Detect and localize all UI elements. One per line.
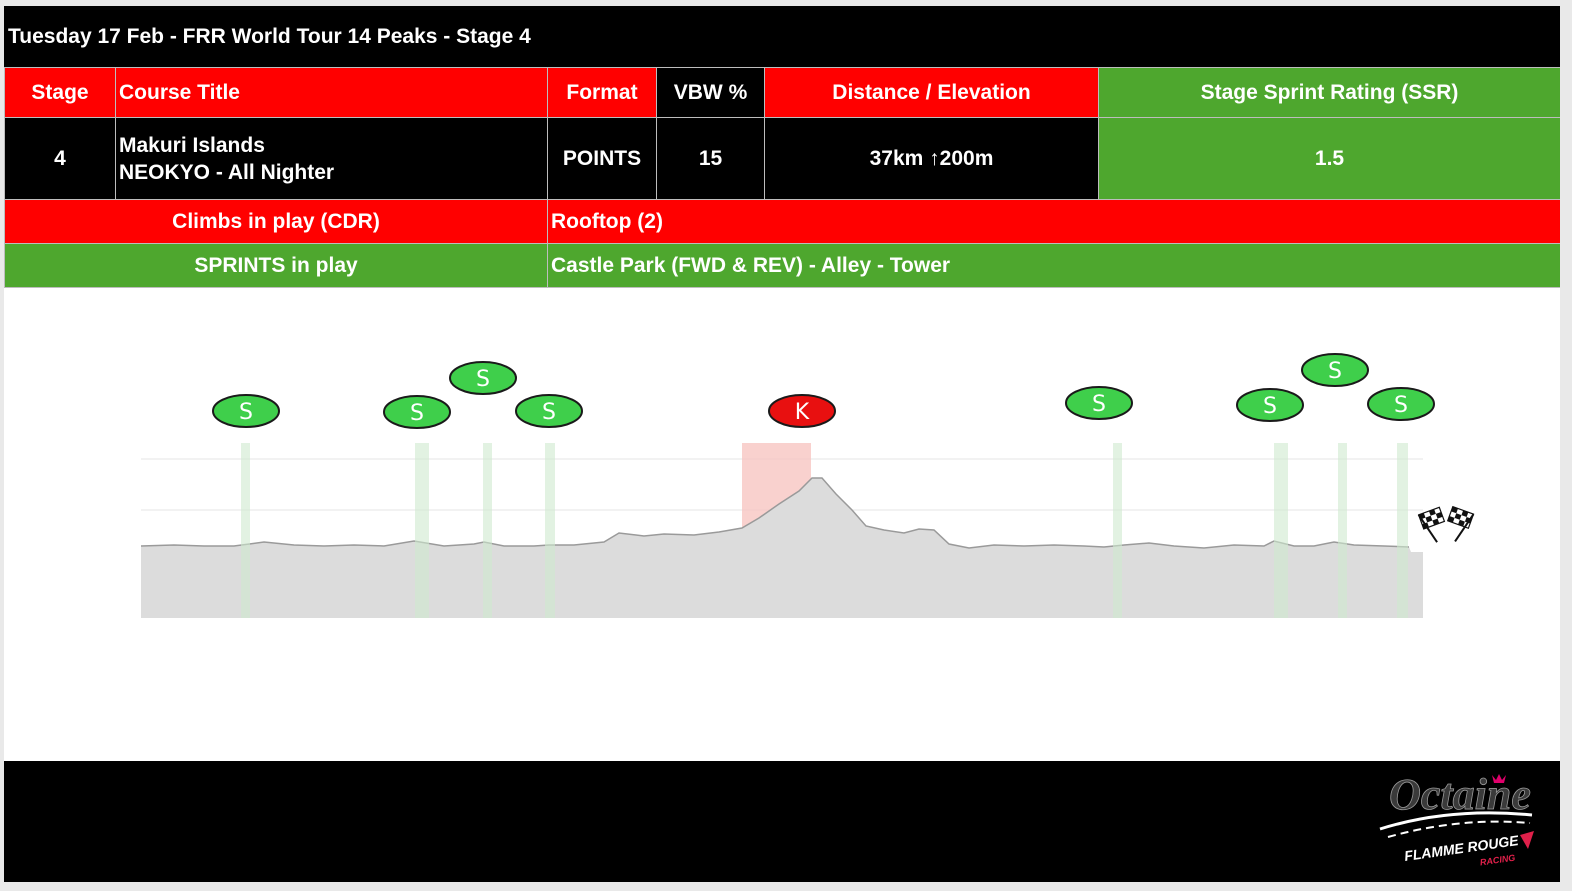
sprints-label: SPRINTS in play xyxy=(4,243,548,288)
road-stripe xyxy=(1387,820,1531,838)
logo-sub2: RACING xyxy=(1479,853,1516,868)
sprint-stripe xyxy=(415,443,429,618)
crown-icon xyxy=(1492,774,1506,783)
course-title: Makuri Islands NEOKYO - All Nighter xyxy=(115,117,548,200)
segment-markers: S S S S K S S S S xyxy=(212,353,1435,429)
marker-letter: S xyxy=(542,400,556,425)
sprint-marker: S xyxy=(449,361,517,395)
marker-letter: S xyxy=(410,401,424,426)
header-distance-elevation: Distance / Elevation xyxy=(764,67,1099,118)
vbw-value: 15 xyxy=(656,117,765,200)
road-stripe xyxy=(1379,811,1533,831)
footer-bar: Octaine FLAMME ROUGE RACING xyxy=(4,761,1560,882)
sprint-stripe xyxy=(241,443,250,618)
sprint-stripe xyxy=(1113,443,1122,618)
finish-flag-icon xyxy=(1417,505,1475,543)
climb-marker: K xyxy=(768,394,836,428)
climbs-label: Climbs in play (CDR) xyxy=(4,199,548,244)
header-stage: Stage xyxy=(4,67,116,118)
sprint-stripe xyxy=(483,443,492,618)
header-ssr: Stage Sprint Rating (SSR) xyxy=(1098,67,1560,118)
sprint-stripe xyxy=(545,443,555,618)
sprint-marker: S xyxy=(1301,353,1369,387)
header-course-title: Course Title xyxy=(115,67,548,118)
marker-letter: S xyxy=(1328,359,1342,384)
marker-letter: K xyxy=(795,400,810,425)
stage-slide: Tuesday 17 Feb - FRR World Tour 14 Peaks… xyxy=(4,6,1560,882)
sprint-marker: S xyxy=(1367,387,1435,421)
marker-letter: S xyxy=(476,367,490,392)
stage-number: 4 xyxy=(4,117,116,200)
sprint-marker: S xyxy=(383,395,451,429)
page-title: Tuesday 17 Feb - FRR World Tour 14 Peaks… xyxy=(4,6,1560,67)
sprint-stripe xyxy=(1274,443,1288,618)
elevation-profile: S S S S K S S S S xyxy=(4,286,1560,756)
marker-letter: S xyxy=(239,400,253,425)
format-value: POINTS xyxy=(547,117,657,200)
flag-triangle-icon xyxy=(1520,831,1534,849)
stage-info-table: Stage Course Title Format VBW % Distance… xyxy=(4,67,1560,288)
ssr-value: 1.5 xyxy=(1098,117,1560,200)
sprint-marker: S xyxy=(1236,388,1304,422)
marker-letter: S xyxy=(1394,393,1408,418)
header-vbw: VBW % xyxy=(656,67,765,118)
climbs-value: Rooftop (2) xyxy=(547,199,1560,244)
sprint-marker: S xyxy=(212,394,280,428)
elevation-profile-graphic: S S S S K S S S S xyxy=(140,353,1475,618)
sprint-segment-stripes xyxy=(241,443,1408,618)
marker-letter: S xyxy=(1092,392,1106,417)
sprint-stripe xyxy=(1338,443,1347,618)
sprint-marker: S xyxy=(515,394,583,428)
sprint-marker: S xyxy=(1065,386,1133,420)
sprint-stripe xyxy=(1397,443,1408,618)
distance-elevation-value: 37km ↑200m xyxy=(764,117,1099,200)
marker-letter: S xyxy=(1263,394,1277,419)
octaine-flamme-rouge-logo: Octaine FLAMME ROUGE RACING xyxy=(1379,770,1534,868)
course-world: Makuri Islands xyxy=(119,133,265,157)
sprints-value: Castle Park (FWD & REV) - Alley - Tower xyxy=(547,243,1560,288)
header-format: Format xyxy=(547,67,657,118)
elevation-fill xyxy=(141,478,1423,618)
course-route: NEOKYO - All Nighter xyxy=(119,160,335,184)
logo-brand: Octaine xyxy=(1389,770,1531,819)
